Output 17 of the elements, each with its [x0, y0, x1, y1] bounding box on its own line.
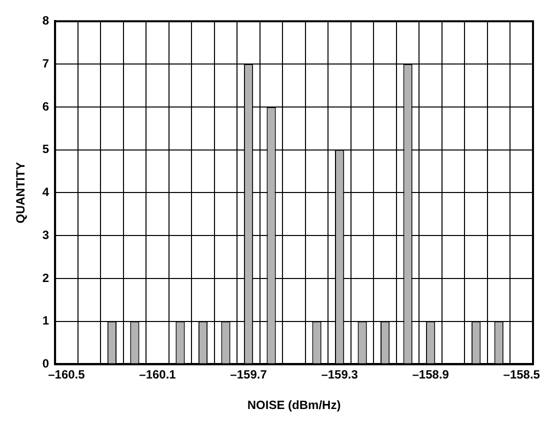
- y-tick-label: 6: [42, 99, 50, 114]
- y-tick-label: 4: [42, 185, 50, 200]
- y-tick-label: 1: [42, 314, 50, 328]
- y-axis-title: QUANTITY: [14, 162, 28, 224]
- x-tick-label: –158.5: [503, 368, 540, 382]
- x-tick-label: –160.1: [139, 368, 176, 382]
- x-tick-label: –158.9: [412, 368, 450, 382]
- y-tick-label: 5: [42, 142, 50, 156]
- y-tick-label: 7: [42, 56, 50, 70]
- y-tick-label: 8: [42, 14, 50, 28]
- x-tick-label: –160.5: [48, 368, 86, 382]
- x-axis-title: NOISE (dBm/Hz): [247, 398, 341, 412]
- y-tick-label: 2: [42, 270, 50, 285]
- y-tick-label: 3: [42, 228, 50, 242]
- y-tick-label: 0: [42, 356, 50, 371]
- x-tick-label: –159.3: [321, 368, 358, 382]
- x-tick-label: –159.7: [230, 368, 268, 382]
